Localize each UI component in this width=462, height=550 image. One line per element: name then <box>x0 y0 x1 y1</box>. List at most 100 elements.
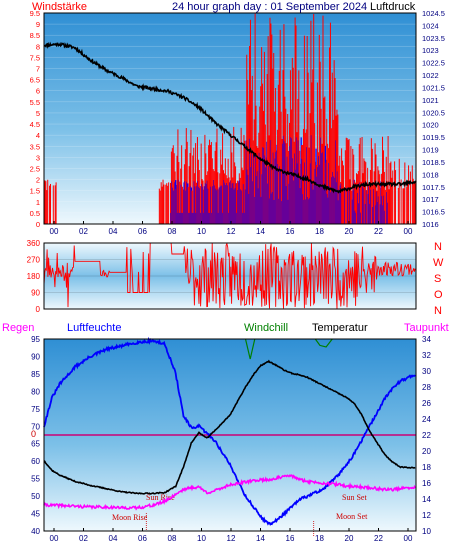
direction-letter-n-top: N <box>434 241 442 253</box>
wind-axis-label-12: 6 <box>36 87 40 96</box>
legend-temperature: Temperatur <box>312 322 368 334</box>
wind-axis-label-7: 3.5 <box>30 142 40 151</box>
temp-x-label-5: 10 <box>197 534 206 543</box>
wind-axis-label-0: 0 <box>36 220 40 229</box>
wind-axis-label-8: 4 <box>36 131 40 140</box>
temp-x-label-3: 06 <box>138 534 147 543</box>
direction-axis-label-1: 90 <box>31 289 40 298</box>
wind-x-label-6: 12 <box>227 227 236 236</box>
wind-axis-label-4: 2 <box>36 176 40 185</box>
wind-axis-label-19: 9.5 <box>30 9 40 18</box>
series-taupunkt <box>43 474 416 511</box>
direction-axis-label-3: 270 <box>27 256 41 265</box>
right-axis-title: Luftdruck <box>370 1 416 13</box>
wind-axis-label-18: 9 <box>36 20 40 29</box>
humidity-axis-label-2: 50 <box>31 492 40 501</box>
pressure-axis-label-9: 1020.5 <box>422 108 445 117</box>
pressure-axis-label-11: 1021.5 <box>422 83 445 92</box>
direction-axis-label-2: 180 <box>27 272 41 281</box>
temp-axis-label-1: 12 <box>422 511 431 520</box>
wind-x-label-2: 04 <box>109 227 118 236</box>
wind-direction-line <box>43 242 416 309</box>
temp-x-label-8: 16 <box>286 534 295 543</box>
pressure-axis-label-0: 1016 <box>422 220 439 229</box>
pressure-axis-label-12: 1022 <box>422 71 439 80</box>
wind-x-label-7: 14 <box>256 227 265 236</box>
panel-wind-pressure-frame <box>43 12 417 225</box>
temp-x-label-7: 14 <box>256 534 265 543</box>
pressure-axis-label-10: 1021 <box>422 96 439 105</box>
wind-axis-label-16: 8 <box>36 42 40 51</box>
panel-humidity-temp-frame <box>43 338 417 532</box>
temp-axis-label-12: 34 <box>422 335 431 344</box>
pressure-line <box>43 41 417 194</box>
wind-x-label-8: 16 <box>286 227 295 236</box>
legend-rain: Regen <box>2 322 34 334</box>
humidity-axis-label-8: 80 <box>31 387 40 396</box>
left-axis-title: Windstärke <box>32 1 87 13</box>
wind-bars <box>43 13 416 224</box>
temp-axis-label-3: 16 <box>422 479 431 488</box>
wind-axis-label-2: 1 <box>36 198 40 207</box>
humidity-axis-label-7: 75 <box>31 405 40 414</box>
temp-x-label-4: 08 <box>168 534 177 543</box>
humidity-axis-label-1: 45 <box>31 510 40 519</box>
temp-axis-label-5: 20 <box>422 447 431 456</box>
wind-axis-label-13: 6.5 <box>30 76 40 85</box>
wind-axis-label-9: 4.5 <box>30 120 40 129</box>
temp-x-label-0: 00 <box>50 534 59 543</box>
humidity-axis-label-11: 95 <box>31 335 40 344</box>
wind-axis-label-6: 3 <box>36 153 40 162</box>
humidity-axis-label-9: 85 <box>31 370 40 379</box>
direction-letter-o: O <box>434 289 443 301</box>
wind-x-label-9: 18 <box>315 227 324 236</box>
legend-humidity: Luftfeuchte <box>67 322 121 334</box>
wind-x-label-12: 00 <box>404 227 413 236</box>
annotation-sun-set: Sun Set <box>342 493 367 502</box>
wind-axis-label-5: 2.5 <box>30 164 40 173</box>
direction-axis-label-4: 360 <box>27 239 41 248</box>
humidity-axis-label-0: 40 <box>31 527 40 536</box>
temp-axis-label-9: 28 <box>422 383 431 392</box>
temp-x-label-10: 20 <box>345 534 354 543</box>
humidity-axis-label-10: 90 <box>31 352 40 361</box>
graph-title: 24 hour graph day : 01 September 2024 <box>172 1 367 13</box>
wind-axis-label-17: 8.5 <box>30 31 40 40</box>
legend-windchill: Windchill <box>244 322 288 334</box>
wind-x-label-3: 06 <box>138 227 147 236</box>
temp-axis-label-10: 30 <box>422 367 431 376</box>
temp-axis-label-8: 26 <box>422 399 431 408</box>
pressure-axis-label-8: 1020 <box>422 121 439 130</box>
rain-zero-label: 0 <box>31 429 36 439</box>
wind-x-label-11: 22 <box>374 227 383 236</box>
temp-x-label-9: 18 <box>315 534 324 543</box>
pressure-axis-label-14: 1023 <box>422 46 439 55</box>
pressure-axis-label-15: 1023.5 <box>422 34 445 43</box>
annotation-moon-set: Moon Set <box>336 512 368 521</box>
pressure-axis-label-4: 1018 <box>422 170 439 179</box>
wind-x-label-4: 08 <box>168 227 177 236</box>
pressure-axis-label-17: 1024.5 <box>422 9 445 18</box>
pressure-axis-label-16: 1024 <box>422 21 439 30</box>
temp-axis-label-6: 22 <box>422 431 431 440</box>
humidity-axis-label-6: 70 <box>31 422 40 431</box>
pressure-axis-label-3: 1017.5 <box>422 183 445 192</box>
wind-axis-label-3: 1.5 <box>30 187 40 196</box>
temp-axis-label-4: 18 <box>422 463 431 472</box>
direction-letter-s: S <box>434 273 441 285</box>
pressure-axis-label-2: 1017 <box>422 195 439 204</box>
pressure-axis-label-1: 1016.5 <box>422 208 445 217</box>
wind-axis-label-10: 5 <box>36 109 40 118</box>
series-luftfeuchte <box>43 336 416 526</box>
temp-axis-label-0: 10 <box>422 527 431 536</box>
temp-x-label-1: 02 <box>79 534 88 543</box>
temp-axis-label-11: 32 <box>422 351 431 360</box>
temp-axis-label-7: 24 <box>422 415 431 424</box>
pressure-axis-label-7: 1019.5 <box>422 133 445 142</box>
wind-x-label-0: 00 <box>50 227 59 236</box>
series-windchill-b <box>314 338 333 348</box>
humidity-axis-label-4: 60 <box>31 457 40 466</box>
direction-letter-n-bottom: N <box>434 305 442 317</box>
